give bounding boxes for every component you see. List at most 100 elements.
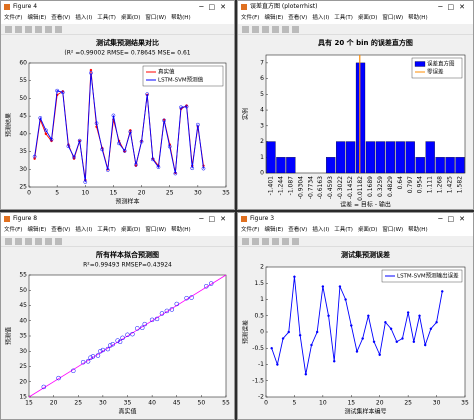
menu-item[interactable]: 工具(T) xyxy=(334,15,353,21)
x-tick-label: -1.401 xyxy=(267,176,274,196)
scatter-point xyxy=(41,384,47,390)
tool-button[interactable] xyxy=(55,238,62,245)
legend-label: LSTM-SVM预测值 xyxy=(158,76,204,84)
menu-item[interactable]: 编辑(E) xyxy=(264,15,284,21)
bar xyxy=(375,141,386,174)
tool-button[interactable] xyxy=(45,238,52,245)
tool-button[interactable] xyxy=(15,26,22,33)
menu-item[interactable]: 桌面(D) xyxy=(357,227,378,233)
menu-item[interactable]: 插入(I) xyxy=(75,227,93,233)
x-tick-label: 20 xyxy=(138,190,146,197)
x-tick-label: 0 xyxy=(27,190,31,197)
data-point xyxy=(418,314,421,317)
menu-item[interactable]: 插入(I) xyxy=(312,227,330,233)
data-point xyxy=(122,149,127,153)
data-point xyxy=(77,138,82,143)
data-point xyxy=(44,132,48,136)
y-tick-label: 45 xyxy=(19,113,27,120)
menu-item[interactable]: 工具(T) xyxy=(97,227,116,233)
x-tick-label: 30 xyxy=(99,400,107,407)
tool-button[interactable] xyxy=(292,238,299,245)
fit-line xyxy=(28,274,227,398)
x-tick-label: 0.954 xyxy=(417,176,424,193)
tool-button[interactable] xyxy=(25,238,32,245)
chart-title: 测试集预测误差 xyxy=(341,250,390,259)
tool-button[interactable] xyxy=(282,26,289,33)
y-tick-label: 60 xyxy=(19,60,27,67)
menu-item[interactable]: 查看(V) xyxy=(51,15,71,21)
tool-button[interactable] xyxy=(15,238,22,245)
scatter-point xyxy=(110,341,115,347)
data-point xyxy=(441,290,444,293)
tool-button[interactable] xyxy=(272,238,279,245)
x-tick-label: -0.9304 xyxy=(297,176,304,199)
tool-button[interactable] xyxy=(35,26,42,33)
tool-button[interactable] xyxy=(5,238,12,245)
title-bar: 误差直方图 (ploterrhist) ─□✕ xyxy=(238,1,473,13)
scatter-point xyxy=(90,354,96,359)
x-tick-label: 20 xyxy=(50,400,58,407)
menu-item[interactable]: 插入(I) xyxy=(75,15,93,21)
y-tick-label: 1 xyxy=(260,154,264,161)
menu-item[interactable]: 帮助(H) xyxy=(171,227,191,233)
menu-item[interactable]: 窗口(W) xyxy=(382,227,404,233)
x-tick-label: 0.4829 xyxy=(387,176,394,197)
menu-item[interactable]: 编辑(E) xyxy=(27,227,47,233)
menu-item[interactable]: 帮助(H) xyxy=(408,227,428,233)
window-icon xyxy=(4,4,10,10)
menu-item[interactable]: 插入(I) xyxy=(312,15,330,21)
tool-button[interactable] xyxy=(25,26,32,33)
menu-item[interactable]: 帮助(H) xyxy=(408,15,428,21)
window-controls: ─□✕ xyxy=(438,3,470,11)
tool-button[interactable] xyxy=(262,238,269,245)
tool-button[interactable] xyxy=(252,238,259,245)
x-tick-label: 25 xyxy=(74,400,82,407)
tool-button[interactable] xyxy=(45,26,52,33)
data-point xyxy=(100,147,105,152)
tool-button[interactable] xyxy=(272,26,279,33)
tool-button[interactable] xyxy=(262,26,269,33)
scatter-point xyxy=(204,284,209,289)
tool-button[interactable] xyxy=(5,26,12,33)
menu-item[interactable]: 窗口(W) xyxy=(145,15,167,21)
menu-item[interactable]: 编辑(E) xyxy=(264,227,284,233)
menu-item[interactable]: 窗口(W) xyxy=(145,227,167,233)
scatter-point xyxy=(95,353,101,358)
scatter-point xyxy=(98,349,103,354)
menu-item[interactable]: 查看(V) xyxy=(288,227,308,233)
menu-item[interactable]: 查看(V) xyxy=(288,15,308,21)
menu-item[interactable]: 查看(V) xyxy=(51,227,71,233)
y-tick-label: 0.5 xyxy=(254,312,264,319)
x-tick-label: 35 xyxy=(124,400,132,407)
tool-button[interactable] xyxy=(242,238,249,245)
bar xyxy=(326,157,336,174)
menu-item[interactable]: 桌面(D) xyxy=(120,15,141,21)
menu-item[interactable]: 工具(T) xyxy=(97,15,116,21)
data-point xyxy=(327,314,330,317)
menu-bar: 文件(F) 编辑(E) 查看(V) 插入(I) 工具(T) 桌面(D) 窗口(W) 帮助(H) xyxy=(238,13,473,24)
tool-button[interactable] xyxy=(282,238,289,245)
tool-button[interactable] xyxy=(242,26,249,33)
tool-button[interactable] xyxy=(292,26,299,33)
menu-item[interactable]: 文件(F) xyxy=(241,15,260,21)
tool-button[interactable] xyxy=(35,238,42,245)
menu-item[interactable]: 文件(F) xyxy=(241,227,260,233)
menu-item[interactable]: 窗口(W) xyxy=(382,15,404,21)
bar xyxy=(345,141,356,174)
x-tick-label: 30 xyxy=(194,190,202,197)
data-point xyxy=(83,180,88,184)
menu-item[interactable]: 桌面(D) xyxy=(120,227,141,233)
menu-item[interactable]: 桌面(D) xyxy=(357,15,378,21)
tool-button[interactable] xyxy=(252,26,259,33)
data-point xyxy=(196,122,200,127)
data-point xyxy=(38,116,43,120)
menu-item[interactable]: 文件(F) xyxy=(4,227,23,233)
menu-item[interactable]: 文件(F) xyxy=(4,15,23,21)
menu-item[interactable]: 工具(T) xyxy=(334,227,353,233)
series-line xyxy=(34,72,204,183)
tool-button[interactable] xyxy=(55,26,62,33)
data-point xyxy=(139,139,144,144)
menu-item[interactable]: 帮助(H) xyxy=(171,15,191,21)
y-tick-label: 45 xyxy=(19,302,27,309)
menu-item[interactable]: 编辑(E) xyxy=(27,15,47,21)
